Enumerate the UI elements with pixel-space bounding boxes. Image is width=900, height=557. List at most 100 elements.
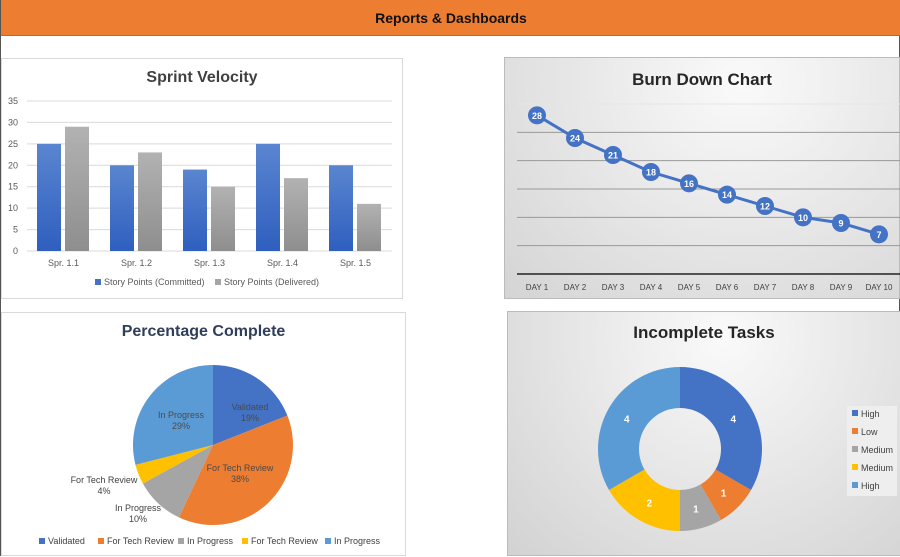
legend-label: Validated [48, 536, 85, 546]
bar-delivered [284, 178, 308, 251]
donut-slice [700, 469, 752, 521]
legend-label: Story Points (Committed) [104, 277, 205, 287]
data-label: 9 [838, 219, 843, 229]
data-label: 14 [722, 190, 732, 200]
legend-swatch [852, 482, 858, 488]
y-tick-label: 25 [8, 139, 18, 149]
legend-label: High [861, 481, 880, 491]
data-point [566, 129, 584, 147]
donut-slice [598, 366, 680, 490]
data-label: 18 [646, 168, 656, 178]
legend-swatch [852, 428, 858, 434]
x-tick-label: DAY 1 [526, 283, 549, 292]
bar-delivered [211, 186, 235, 251]
slice-label: For Tech Review [71, 475, 138, 485]
legend-swatch [178, 538, 184, 544]
chart-title: Incomplete Tasks [633, 323, 775, 342]
percentage-complete-chart[interactable]: Percentage Complete Validated 19% For Tech… [1, 312, 406, 556]
incomplete-tasks-chart[interactable]: Incomplete Tasks 4 High 1 Low 1 Medium 2 Medium… [507, 311, 900, 556]
data-point [718, 185, 736, 204]
slice-label: In Progress [115, 503, 162, 513]
slice-label: Validated [232, 402, 269, 412]
x-tick-label: DAY 5 [678, 283, 701, 292]
bar-committed [37, 143, 61, 251]
slice-percent: 38% [231, 474, 249, 484]
y-tick-label: 5 [13, 225, 18, 235]
data-point [528, 106, 546, 125]
y-tick-label: 35 [8, 96, 18, 106]
legend-swatch [39, 538, 45, 544]
donut-slice [680, 484, 721, 531]
slice-percent: 4% [97, 486, 110, 496]
bar-committed [110, 165, 134, 251]
pie-slice [142, 445, 213, 518]
bar-delivered [357, 203, 381, 251]
legend-swatch [852, 464, 858, 470]
slice-label: In Progress [158, 410, 205, 420]
slice-value: 1 [721, 488, 727, 499]
x-tick-label: DAY 9 [830, 283, 853, 292]
data-point [680, 174, 698, 193]
slice-percent: 19% [241, 413, 259, 423]
y-tick-label: 0 [13, 246, 18, 256]
x-tick-label: Spr. 1.3 [194, 258, 225, 268]
legend-label: In Progress [187, 536, 234, 546]
data-label: 24 [570, 134, 580, 144]
x-tick-label: DAY 4 [640, 283, 663, 292]
data-label: 16 [684, 179, 694, 189]
data-point [642, 163, 660, 181]
legend-label: In Progress [334, 536, 381, 546]
x-tick-label: DAY 6 [716, 283, 739, 292]
data-label: 12 [760, 202, 770, 212]
data-point [756, 197, 774, 215]
header-bar: Reports & Dashboards [1, 0, 900, 36]
pie-slice [213, 365, 288, 445]
x-tick-label: Spr. 1.4 [267, 258, 298, 268]
sprint-velocity-chart[interactable]: Sprint Velocity 0 5 10 15 20 25 30 35 Spr. 1.1 Sp… [1, 58, 403, 299]
legend-label: For Tech Review [107, 536, 174, 546]
x-tick-label: DAY 3 [602, 283, 625, 292]
x-tick-label: Spr. 1.2 [121, 258, 152, 268]
chart-title: Burn Down Chart [632, 70, 772, 89]
data-label: 7 [876, 230, 881, 240]
x-tick-label: DAY 8 [792, 283, 815, 292]
x-tick-label: Spr. 1.1 [48, 258, 79, 268]
legend-swatch [98, 538, 104, 544]
bar-committed [183, 169, 207, 251]
chart-title: Percentage Complete [121, 323, 286, 340]
slice-value: 4 [624, 414, 630, 425]
donut-slice [680, 367, 762, 490]
data-label: 21 [608, 151, 618, 161]
burn-down-chart[interactable]: Burn Down Chart 28 24 21 18 16 14 12 10 9 7 DAY 1 D… [504, 57, 900, 299]
legend-swatch [325, 538, 331, 544]
legend-swatch [242, 538, 248, 544]
slice-percent: 10% [129, 514, 147, 524]
incomplete-tasks-plot: 4 High 1 Low 1 Medium 2 Medium 4 High [598, 366, 897, 531]
sprint-velocity-plot: 0 5 10 15 20 25 30 35 Spr. 1.1 Spr. 1.2 Spr. 1.3 Sp… [8, 96, 392, 287]
legend-label: Medium [861, 463, 893, 473]
bar-delivered [65, 126, 89, 251]
data-label: 10 [798, 213, 808, 223]
legend-label: Story Points (Delivered) [224, 277, 319, 287]
bar-delivered [138, 152, 162, 251]
legend-swatch [852, 410, 858, 416]
x-tick-label: DAY 2 [564, 283, 587, 292]
slice-label: For Tech Review [207, 463, 274, 473]
data-point [794, 208, 812, 227]
data-label: 28 [532, 111, 542, 121]
legend-swatch [215, 279, 221, 285]
burn-down-line [536, 114, 880, 236]
pie-slice [178, 415, 294, 525]
legend-label: Medium [861, 445, 893, 455]
x-tick-label: DAY 10 [866, 283, 893, 292]
data-point [832, 214, 850, 232]
legend-swatch [852, 446, 858, 452]
legend-label: For Tech Review [251, 536, 318, 546]
pie-slice [135, 445, 213, 484]
data-point [870, 225, 888, 244]
y-tick-label: 30 [8, 117, 18, 127]
burn-down-plot: 28 24 21 18 16 14 12 10 9 7 DAY 1 DAY 2 DAY 3 DAY 4 DA… [517, 103, 900, 292]
slice-value: 1 [693, 504, 699, 515]
slice-percent: 29% [172, 421, 190, 431]
